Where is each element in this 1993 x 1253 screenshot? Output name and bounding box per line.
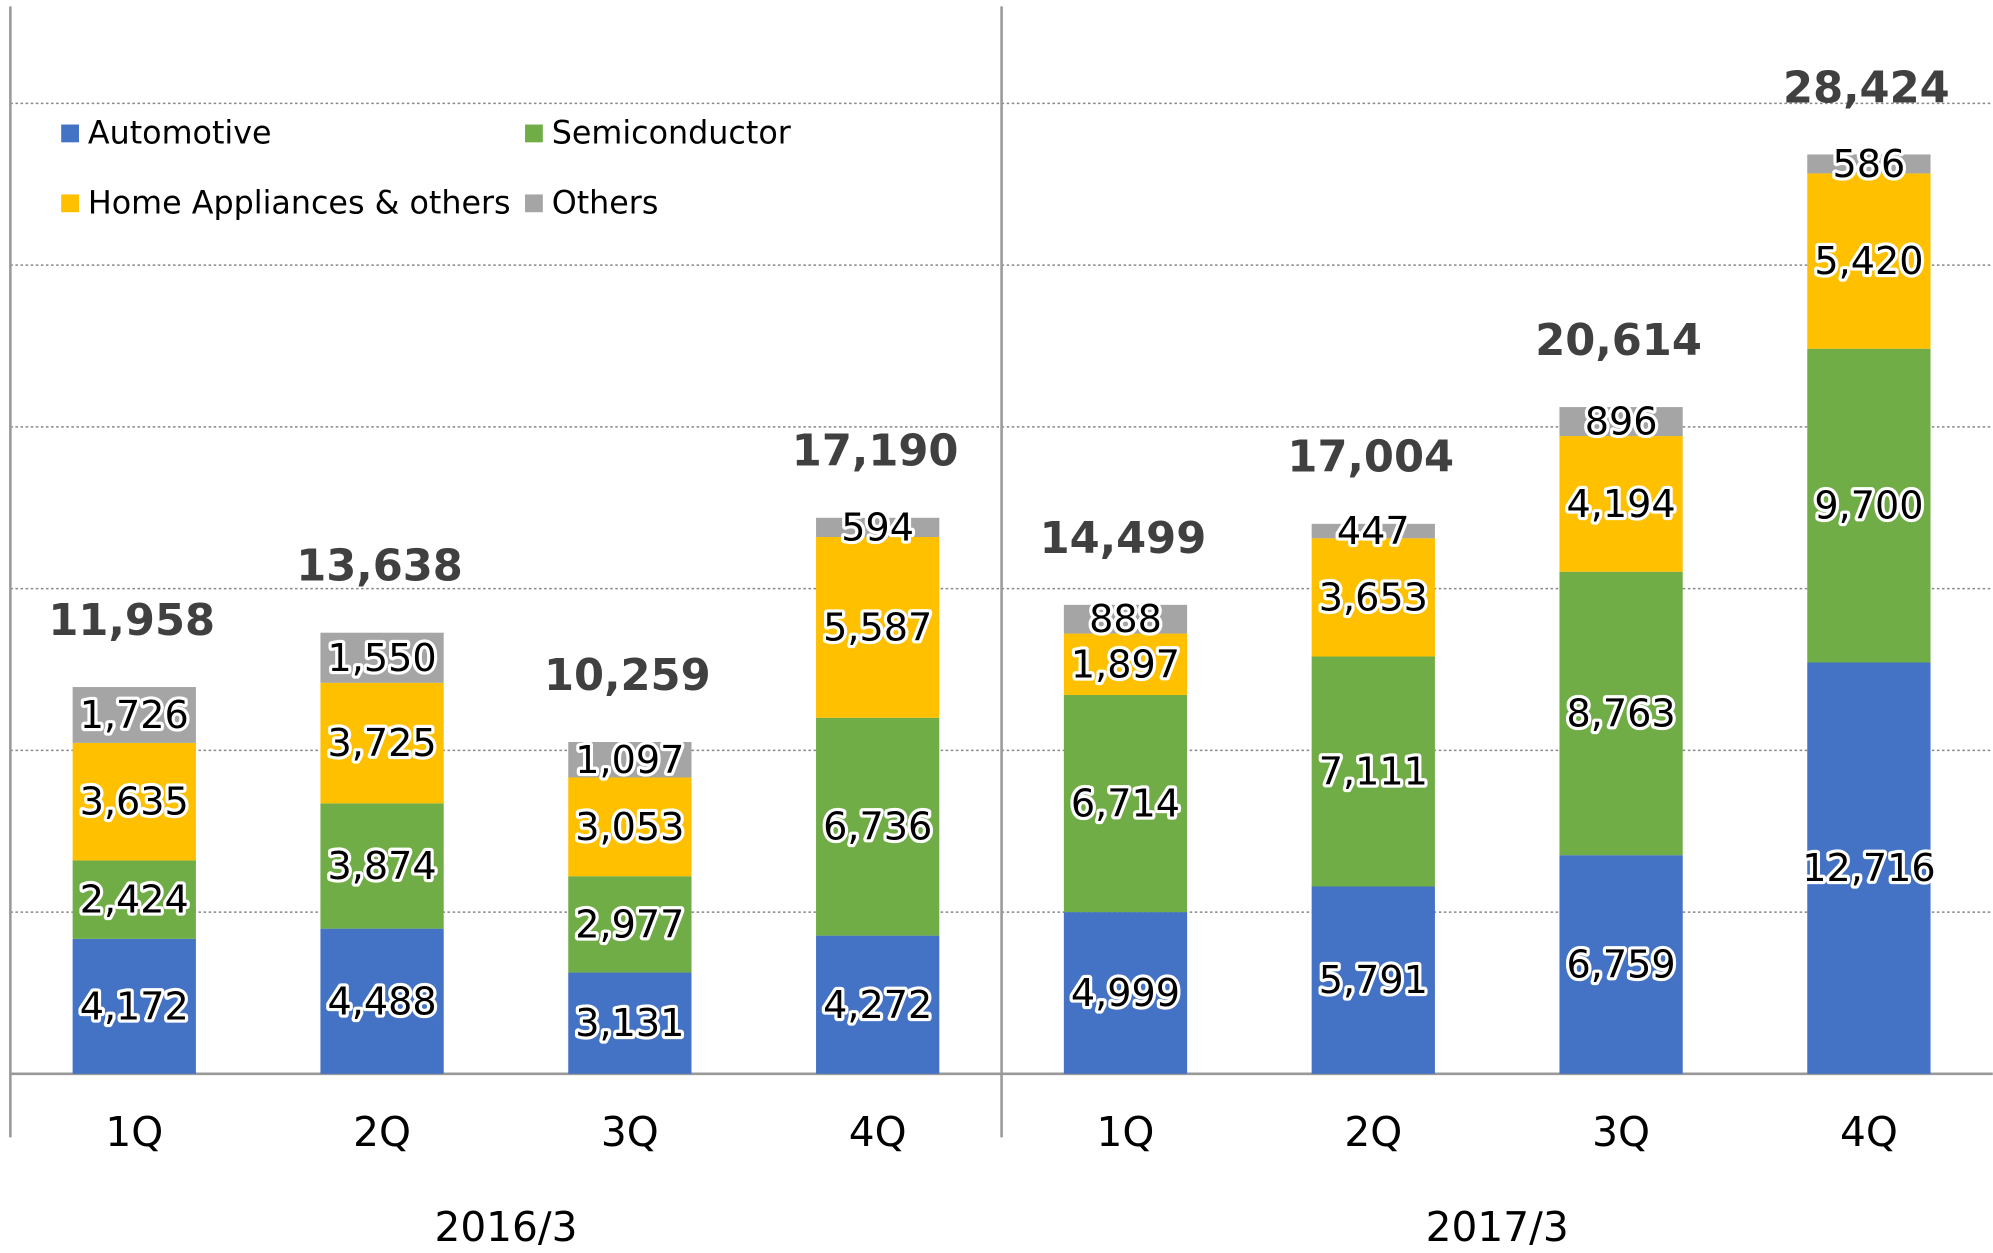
x-tick-label: 1Q [105, 1108, 163, 1156]
data-label: 3,053 [575, 805, 684, 849]
x-tick-label: 4Q [1840, 1108, 1898, 1156]
data-label: 12,716 [1802, 846, 1935, 890]
legend-label: Automotive [88, 116, 272, 152]
total-label: 11,958 [48, 596, 215, 646]
legend-label: Semiconductor [552, 116, 792, 152]
bar-segment [1559, 436, 1683, 572]
data-label: 9,700 [1814, 484, 1923, 528]
bar-segment [816, 517, 940, 538]
legend-swatch [525, 124, 543, 143]
bar-segment [1559, 571, 1683, 856]
bar-segment [1063, 604, 1188, 634]
bar-segment [1311, 538, 1435, 657]
x-tick-label: 2Q [353, 1108, 411, 1156]
bar-segment [568, 741, 692, 778]
data-label: 2,977 [575, 902, 684, 946]
bar-segment [1311, 886, 1435, 1074]
bar-segment [816, 717, 940, 936]
x-tick-label: 2Q [1344, 1108, 1402, 1156]
total-label: 17,004 [1287, 433, 1454, 483]
bar-segment [1559, 855, 1683, 1074]
legend-swatch [525, 194, 543, 213]
bar-segment [1311, 523, 1435, 539]
data-label: 6,759 [1567, 943, 1676, 987]
data-label: 896 [1585, 400, 1658, 444]
data-label: 888 [1089, 597, 1162, 641]
total-label: 28,424 [1783, 63, 1950, 113]
legend-swatch [61, 124, 79, 143]
total-label: 17,190 [792, 427, 959, 477]
bar-segment [568, 876, 692, 973]
bar-segment [1063, 633, 1188, 695]
data-label: 3,653 [1319, 575, 1428, 619]
data-label: 5,791 [1319, 958, 1428, 1002]
bar-segment [816, 537, 940, 718]
data-label: 6,736 [823, 805, 932, 849]
data-label: 3,725 [328, 721, 437, 765]
bar-segment [320, 803, 444, 929]
data-label: 1,550 [328, 636, 437, 680]
bar-segment [568, 777, 692, 877]
data-label: 4,488 [328, 979, 437, 1023]
bar-segment [1807, 348, 1931, 663]
bar-segment [320, 632, 444, 683]
bar-segment [1063, 694, 1188, 913]
bar-segment [72, 938, 196, 1074]
data-label: 8,763 [1567, 691, 1676, 735]
legend-label: Home Appliances & others [88, 186, 511, 222]
data-label: 1,097 [575, 738, 684, 782]
bar-segment [320, 682, 444, 804]
group-label: 2017/3 [1426, 1203, 1569, 1251]
bar-segment [816, 935, 940, 1074]
bar-segment [1559, 407, 1683, 437]
bar-segment [1063, 912, 1188, 1074]
data-label: 3,131 [575, 1001, 684, 1045]
x-tick-label: 3Q [601, 1108, 659, 1156]
legend-label: Others [552, 186, 659, 222]
data-label: 6,714 [1071, 782, 1180, 826]
data-label: 4,999 [1071, 971, 1180, 1015]
legend-swatch [61, 194, 79, 213]
bar-segment [72, 742, 196, 861]
x-tick-label: 3Q [1592, 1108, 1650, 1156]
data-label: 5,587 [823, 605, 932, 649]
x-tick-label: 1Q [1097, 1108, 1155, 1156]
bar-segment [568, 972, 692, 1074]
data-label: 1,897 [1071, 642, 1180, 686]
total-label: 20,614 [1535, 316, 1702, 366]
data-label: 4,194 [1567, 482, 1676, 526]
data-label: 3,635 [80, 780, 189, 824]
bar-segment [1807, 173, 1931, 349]
bar-segment [1807, 662, 1931, 1074]
data-label: 4,272 [823, 983, 932, 1027]
bar-segment [1311, 656, 1435, 887]
x-tick-label: 4Q [849, 1108, 907, 1156]
data-label: 4,172 [80, 984, 189, 1028]
bar-segment [320, 928, 444, 1074]
group-label: 2016/3 [434, 1203, 577, 1251]
total-label: 13,638 [296, 542, 463, 592]
bar-segment [72, 687, 196, 743]
data-label: 5,420 [1814, 239, 1923, 283]
data-label: 7,111 [1319, 750, 1428, 794]
total-label: 14,499 [1040, 514, 1207, 564]
data-label: 594 [841, 505, 914, 549]
data-label: 586 [1833, 142, 1906, 186]
bar-segment [1807, 154, 1931, 174]
total-label: 10,259 [544, 651, 711, 701]
data-label: 1,726 [80, 693, 189, 737]
data-label: 447 [1337, 509, 1410, 553]
data-label: 2,424 [80, 878, 189, 922]
data-label: 3,874 [328, 844, 437, 888]
bar-segment [72, 860, 196, 939]
